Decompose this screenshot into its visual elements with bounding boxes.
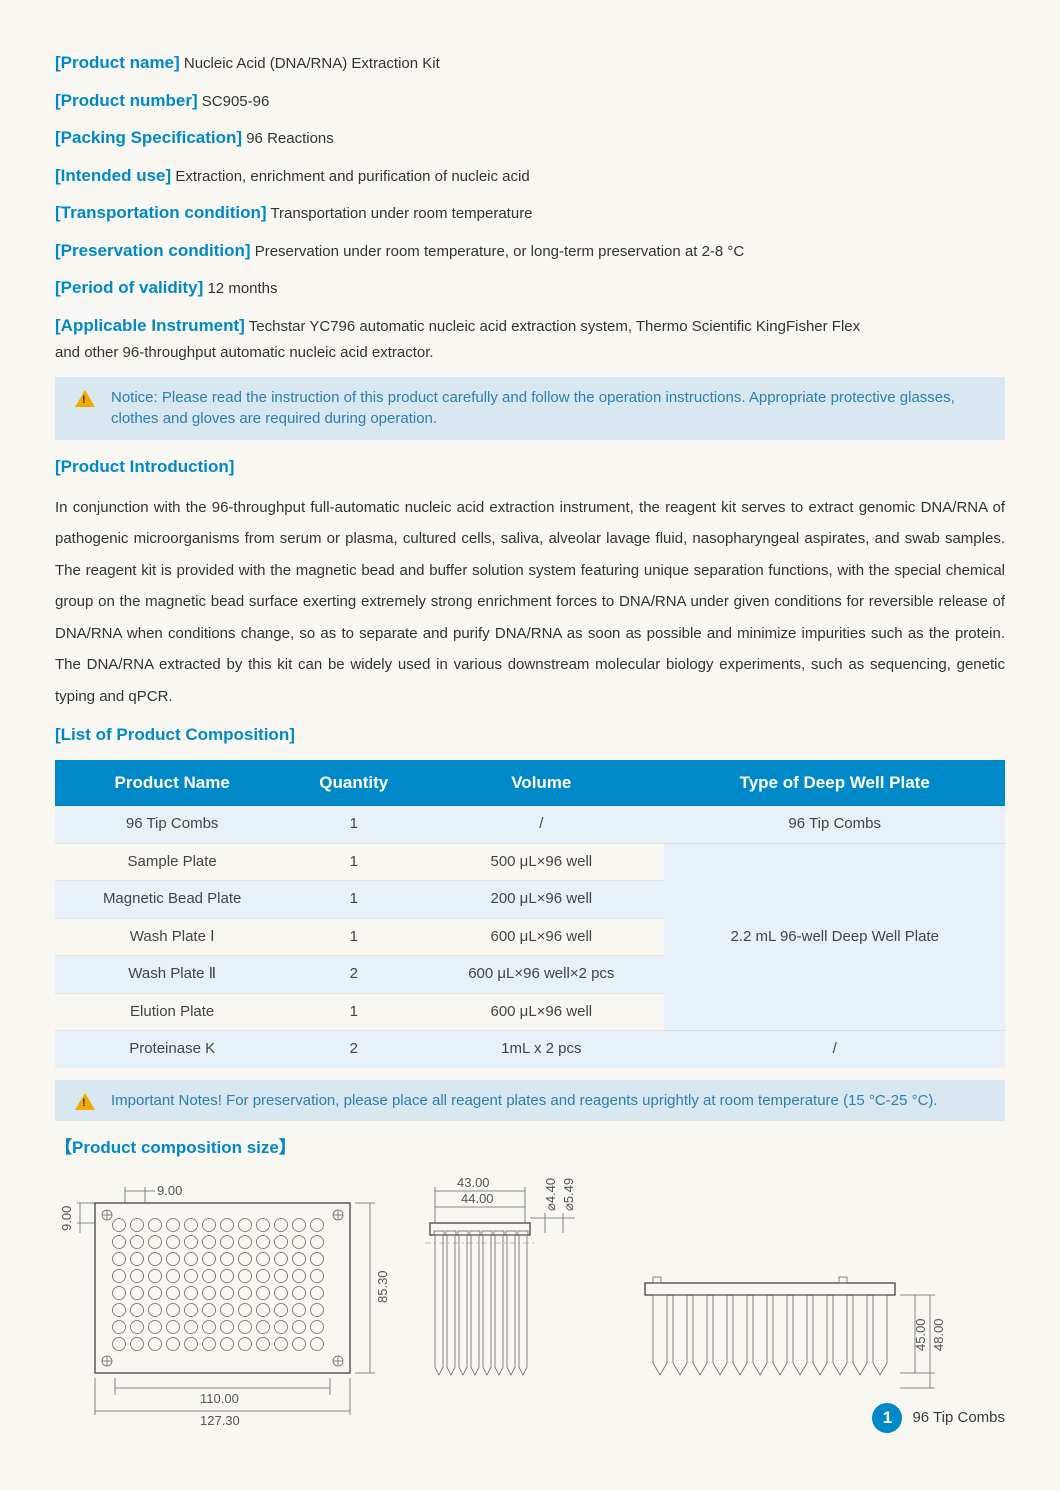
meta-label: [Applicable Instrument]: [55, 316, 245, 335]
td: 2: [289, 1031, 418, 1068]
meta-row: [Intended use] Extraction, enrichment an…: [55, 163, 1005, 189]
td: 1: [289, 993, 418, 1031]
notice-box: Notice: Please read the instruction of t…: [55, 377, 1005, 441]
td: 96 Tip Combs: [55, 806, 289, 844]
dim-label: 85.30: [375, 1270, 390, 1303]
meta-row: [Product number] SC905-96: [55, 88, 1005, 114]
meta-value: Nucleic Acid (DNA/RNA) Extraction Kit: [184, 55, 440, 72]
td: 600 μL×96 well×2 pcs: [418, 956, 664, 994]
meta-row: [Transportation condition] Transportatio…: [55, 200, 1005, 226]
meta-label: [Intended use]: [55, 166, 171, 185]
dim-label: ⌀5.49: [561, 1178, 576, 1211]
td: Sample Plate: [55, 843, 289, 881]
dim-label: 9.00: [59, 1205, 74, 1230]
section-title-list: [List of Product Composition]: [55, 722, 1005, 748]
notice-box: Important Notes! For preservation, pleas…: [55, 1080, 1005, 1122]
td: Elution Plate: [55, 993, 289, 1031]
meta-label: [Preservation condition]: [55, 241, 251, 260]
table-row: Sample Plate 1 500 μL×96 well 2.2 mL 96-…: [55, 843, 1005, 881]
warning-icon: [75, 390, 95, 407]
meta-value: 12 months: [207, 280, 277, 297]
dim-label: ⌀4.40: [543, 1178, 558, 1211]
diagram-side-narrow: 43.00 44.00 ⌀4.40 ⌀5.49: [415, 1173, 615, 1433]
dim-label: 127.30: [200, 1413, 240, 1428]
diagram-top-view: 9.00 9.00 85.30: [55, 1173, 395, 1433]
meta-row: [Preservation condition] Preservation un…: [55, 238, 1005, 264]
td: Magnetic Bead Plate: [55, 881, 289, 919]
td: 1: [289, 918, 418, 956]
td: /: [664, 1031, 1005, 1068]
meta-value: Preservation under room temperature, or …: [255, 243, 745, 260]
meta-label: [Product name]: [55, 53, 180, 72]
td: Proteinase K: [55, 1031, 289, 1068]
td-merged: 2.2 mL 96-well Deep Well Plate: [664, 843, 1005, 1031]
td: 500 μL×96 well: [418, 843, 664, 881]
dim-label: 44.00: [461, 1191, 494, 1206]
meta-label: [Period of validity]: [55, 278, 203, 297]
td: 200 μL×96 well: [418, 881, 664, 919]
badge-label: 96 Tip Combs: [912, 1407, 1005, 1430]
td: /: [418, 806, 664, 844]
section-title-size: 【Product composition size】: [55, 1135, 1005, 1161]
notice-text: Notice: Please read the instruction of t…: [111, 387, 991, 431]
notice-text: Important Notes! For preservation, pleas…: [111, 1090, 938, 1112]
meta-value: Transportation under room temperature: [270, 205, 532, 222]
meta-row: [Applicable Instrument] Techstar YC796 a…: [55, 313, 1005, 339]
td: 1: [289, 843, 418, 881]
warning-icon: [75, 1093, 95, 1110]
meta-row: [Packing Specification] 96 Reactions: [55, 125, 1005, 151]
th: Product Name: [55, 760, 289, 806]
td: 1: [289, 806, 418, 844]
td: 1mL x 2 pcs: [418, 1031, 664, 1068]
td: 96 Tip Combs: [664, 806, 1005, 844]
meta-value: 96 Reactions: [246, 130, 334, 147]
td: 1: [289, 881, 418, 919]
meta-value: Extraction, enrichment and purification …: [175, 168, 529, 185]
th: Type of Deep Well Plate: [664, 760, 1005, 806]
meta-value: SC905-96: [202, 93, 270, 110]
table-row: 96 Tip Combs 1 / 96 Tip Combs: [55, 806, 1005, 844]
td: Wash Plate Ⅱ: [55, 956, 289, 994]
badge-number: 1: [872, 1403, 902, 1433]
meta-row: [Period of validity] 12 months: [55, 275, 1005, 301]
table-row: Proteinase K 2 1mL x 2 pcs /: [55, 1031, 1005, 1068]
meta-label: [Product number]: [55, 91, 198, 110]
section-title-intro: [Product Introduction]: [55, 454, 1005, 480]
td: 600 μL×96 well: [418, 918, 664, 956]
td: 600 μL×96 well: [418, 993, 664, 1031]
diagram-row: 9.00 9.00 85.30: [55, 1173, 1005, 1433]
td: 2: [289, 956, 418, 994]
meta-row: [Product name] Nucleic Acid (DNA/RNA) Ex…: [55, 50, 1005, 76]
composition-table: Product Name Quantity Volume Type of Dee…: [55, 760, 1005, 1068]
table-header-row: Product Name Quantity Volume Type of Dee…: [55, 760, 1005, 806]
th: Volume: [418, 760, 664, 806]
intro-paragraph: In conjunction with the 96-throughput fu…: [55, 492, 1005, 713]
dim-label: 48.00: [931, 1318, 946, 1351]
th: Quantity: [289, 760, 418, 806]
meta-value: Techstar YC796 automatic nucleic acid ex…: [249, 318, 860, 335]
meta-continuation: and other 96-throughput automatic nuclei…: [55, 342, 1005, 365]
dim-label: 110.00: [200, 1391, 239, 1406]
dim-label: 9.00: [157, 1183, 182, 1198]
meta-block: [Product name] Nucleic Acid (DNA/RNA) Ex…: [55, 50, 1005, 365]
meta-label: [Transportation condition]: [55, 203, 267, 222]
meta-label: [Packing Specification]: [55, 128, 242, 147]
dim-label: 45.00: [913, 1318, 928, 1351]
td: Wash Plate Ⅰ: [55, 918, 289, 956]
dim-label: 43.00: [457, 1175, 490, 1190]
footer-badge: 1 96 Tip Combs: [872, 1403, 1005, 1433]
